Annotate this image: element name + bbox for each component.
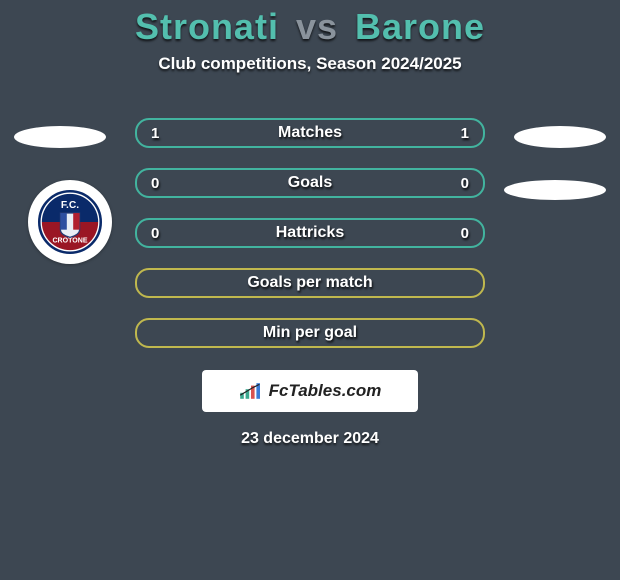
stat-label: Hattricks (276, 224, 344, 242)
title-row: Stronati vs Barone (0, 0, 620, 48)
stat-label: Goals (288, 174, 332, 192)
svg-text:F.C.: F.C. (61, 200, 79, 211)
stat-row: Goals per match (135, 268, 485, 298)
stat-right-value: 0 (461, 175, 469, 192)
stat-right-value: 0 (461, 225, 469, 242)
player2-avatar-placeholder (514, 126, 606, 148)
subtitle: Club competitions, Season 2024/2025 (0, 54, 620, 74)
stat-label: Min per goal (263, 324, 357, 342)
player1-club-crest: F.C. CROTONE (28, 180, 112, 264)
stat-row: 0 Goals 0 (135, 168, 485, 198)
player1-avatar-placeholder (14, 126, 106, 148)
stat-row: 1 Matches 1 (135, 118, 485, 148)
stat-label: Goals per match (247, 274, 372, 292)
site-logo[interactable]: FcTables.com (202, 370, 418, 412)
player2-club-placeholder (504, 180, 606, 200)
stat-right-value: 1 (461, 125, 469, 142)
stat-row: Min per goal (135, 318, 485, 348)
stat-row: 0 Hattricks 0 (135, 218, 485, 248)
crotone-crest-icon: F.C. CROTONE (38, 190, 102, 254)
stat-left-value: 0 (151, 225, 159, 242)
vs-label: vs (296, 6, 338, 47)
player2-name: Barone (355, 6, 485, 47)
bar-chart-icon (239, 382, 263, 400)
stat-label: Matches (278, 124, 342, 142)
svg-text:CROTONE: CROTONE (52, 237, 87, 244)
snapshot-date: 23 december 2024 (0, 430, 620, 448)
comparison-card: Stronati vs Barone Club competitions, Se… (0, 0, 620, 580)
stat-left-value: 1 (151, 125, 159, 142)
stat-left-value: 0 (151, 175, 159, 192)
site-logo-text: FcTables.com (269, 381, 382, 401)
player1-name: Stronati (135, 6, 279, 47)
